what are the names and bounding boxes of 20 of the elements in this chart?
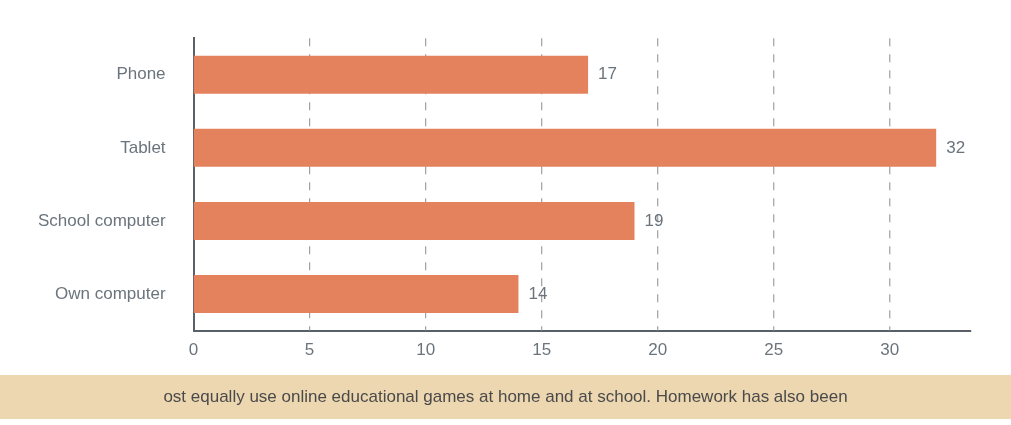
data-label: 19 [644,210,664,230]
bar [193,55,589,94]
bar [193,275,519,314]
y-tick-label: School computer [37,210,166,230]
x-tick-label: 10 [416,340,436,360]
x-tick-label: 15 [532,340,552,360]
x-tick-label: 30 [880,340,900,360]
bar [193,128,937,167]
y-tick-label: Own computer [55,283,166,303]
bar [193,201,635,240]
y-tick-label: Phone [116,64,166,84]
data-label: 17 [598,64,618,84]
x-tick-label: 20 [648,340,668,360]
x-tick-label: 0 [188,340,199,360]
x-tick-label: 25 [764,340,784,360]
text: ost equally use online educational games at home and at school. Homework has also been [0,375,1011,419]
data-label: 32 [946,137,966,157]
data-label: 14 [528,283,548,303]
x-tick-label: 5 [304,340,315,360]
y-tick-label: Tablet [120,137,166,157]
